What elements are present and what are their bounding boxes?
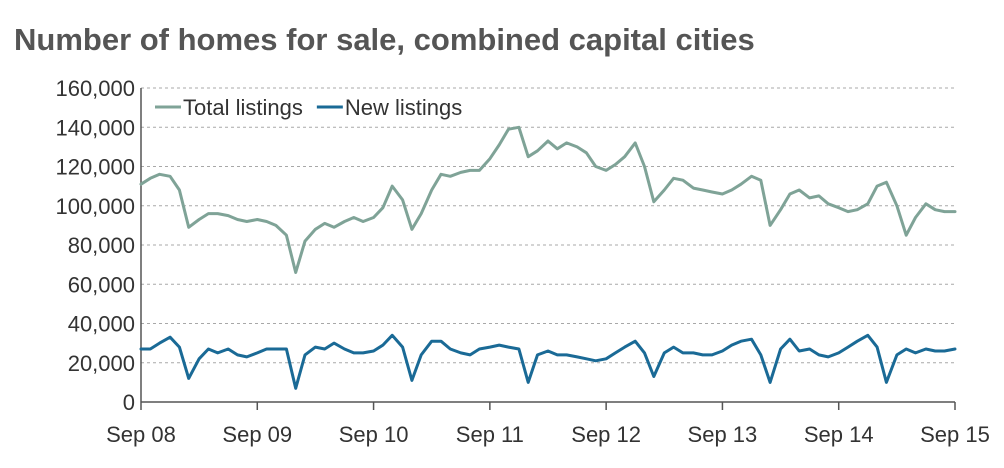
y-tick-label: 80,000 xyxy=(68,233,135,258)
chart-title: Number of homes for sale, combined capit… xyxy=(14,22,755,57)
y-axis-tick-labels: 0 20,000 40,000 60,000 80,000 100,000 120,000 1… xyxy=(55,76,135,415)
x-tick-label: Sep 10 xyxy=(339,422,409,447)
x-tick-label: Sep 15 xyxy=(920,422,990,447)
gridlines xyxy=(141,87,955,364)
y-tick-label: 100,000 xyxy=(55,194,135,219)
y-tick-label: 120,000 xyxy=(55,155,135,180)
x-axis-tick-marks xyxy=(140,402,956,410)
y-tick-label: 40,000 xyxy=(68,312,135,337)
series-lines xyxy=(139,125,957,390)
y-tick-label: 60,000 xyxy=(68,272,135,297)
y-tick-label: 140,000 xyxy=(55,115,135,140)
y-tick-label: 0 xyxy=(123,390,135,415)
legend: Total listings New listings xyxy=(155,95,462,120)
series-line-new-listings xyxy=(139,333,957,390)
legend-label: New listings xyxy=(345,95,462,120)
x-tick-label: Sep 14 xyxy=(804,422,874,447)
legend-label: Total listings xyxy=(183,95,303,120)
x-tick-label: Sep 09 xyxy=(222,422,292,447)
x-axis-tick-labels: Sep 08 Sep 09 Sep 10 Sep 11 Sep 12 Sep 13 Sep … xyxy=(106,422,990,447)
x-tick-label: Sep 11 xyxy=(456,422,524,447)
y-tick-label: 20,000 xyxy=(68,351,135,376)
x-tick-label: Sep 08 xyxy=(106,422,176,447)
x-tick-label: Sep 13 xyxy=(688,422,758,447)
series-line-total-listings xyxy=(139,125,957,274)
x-tick-label: Sep 12 xyxy=(571,422,641,447)
y-tick-label: 160,000 xyxy=(55,76,135,101)
